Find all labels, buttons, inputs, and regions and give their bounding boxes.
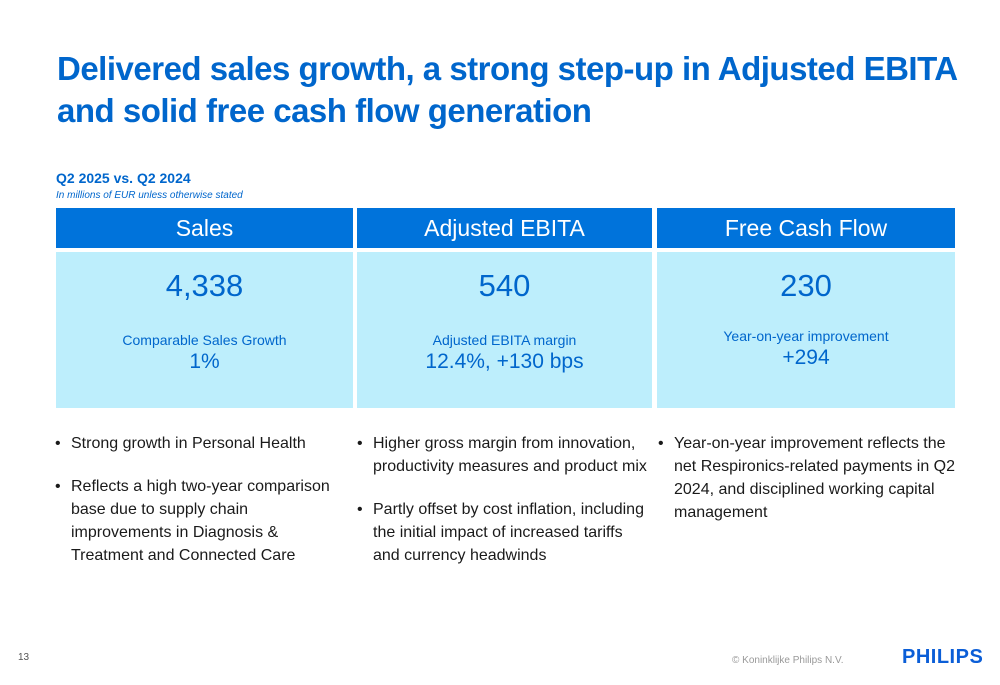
fcf-card: Free Cash Flow 230 Year-on-year improvem… <box>657 208 955 408</box>
bullet: Partly offset by cost inflation, includi… <box>357 498 652 567</box>
bullet: Reflects a high two-year comparison base… <box>55 475 340 567</box>
bullet: Strong growth in Personal Health <box>55 432 340 455</box>
card-label: Year-on-year improvement <box>723 328 889 344</box>
page-title: Delivered sales growth, a strong step-up… <box>57 50 957 129</box>
units-note: In millions of EUR unless otherwise stat… <box>56 190 243 201</box>
philips-logo: PHILIPS <box>902 646 984 668</box>
page-number: 13 <box>18 652 30 663</box>
card-header: Adjusted EBITA <box>357 208 652 248</box>
card-value: 4,338 <box>165 268 244 303</box>
ebita-bullets: Higher gross margin from innovation, pro… <box>357 432 652 587</box>
card-metric: 12.4%, +130 bps <box>425 350 584 373</box>
bullet: Year-on-year improvement reflects the ne… <box>658 432 956 524</box>
card-metric: +294 <box>782 346 830 369</box>
sales-bullets: Strong growth in Personal Health Reflect… <box>55 432 340 587</box>
card-header: Sales <box>56 208 353 248</box>
card-header: Free Cash Flow <box>657 208 955 248</box>
ebita-card: Adjusted EBITA 540 Adjusted EBITA margin… <box>357 208 652 408</box>
sales-card: Sales 4,338 Comparable Sales Growth 1% <box>56 208 353 408</box>
bullet: Higher gross margin from innovation, pro… <box>357 432 652 478</box>
card-value: 230 <box>780 268 832 303</box>
card-label: Comparable Sales Growth <box>122 332 287 348</box>
copyright: © Koninklijke Philips N.V. <box>732 655 844 666</box>
card-label: Adjusted EBITA margin <box>432 332 577 348</box>
fcf-bullets: Year-on-year improvement reflects the ne… <box>658 432 956 544</box>
card-metric: 1% <box>189 350 220 373</box>
card-value: 540 <box>478 268 531 303</box>
subtitle: Q2 2025 vs. Q2 2024 <box>56 170 191 186</box>
